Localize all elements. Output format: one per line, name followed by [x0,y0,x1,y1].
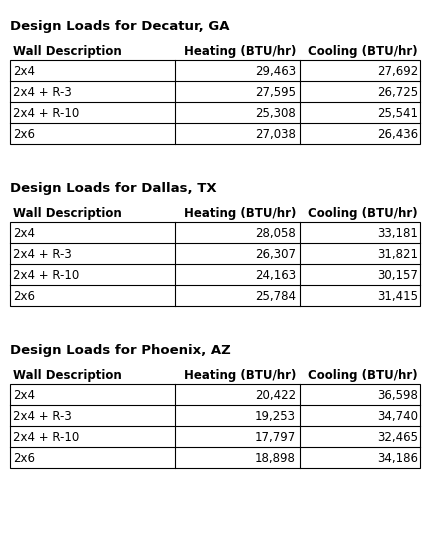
Text: 2x4 + R-10: 2x4 + R-10 [13,269,79,282]
Text: 34,186: 34,186 [377,452,418,465]
Text: 18,898: 18,898 [255,452,296,465]
Text: Cooling (BTU/hr): Cooling (BTU/hr) [308,369,418,383]
Text: 28,058: 28,058 [255,227,296,240]
Text: Design Loads for Phoenix, AZ: Design Loads for Phoenix, AZ [10,344,231,357]
Text: 26,436: 26,436 [377,128,418,141]
Text: 29,463: 29,463 [255,65,296,78]
Text: 2x6: 2x6 [13,128,35,141]
Text: Cooling (BTU/hr): Cooling (BTU/hr) [308,207,418,221]
Text: 2x6: 2x6 [13,452,35,465]
Text: 27,038: 27,038 [255,128,296,141]
Text: 31,821: 31,821 [377,248,418,261]
Text: 2x4 + R-3: 2x4 + R-3 [13,86,72,99]
Text: Heating (BTU/hr): Heating (BTU/hr) [184,207,296,221]
Text: 2x4 + R-3: 2x4 + R-3 [13,248,72,261]
Text: 34,740: 34,740 [377,410,418,423]
Text: 26,307: 26,307 [255,248,296,261]
Text: 2x4: 2x4 [13,65,35,78]
Text: 33,181: 33,181 [377,227,418,240]
Text: 2x4 + R-10: 2x4 + R-10 [13,107,79,120]
Text: 25,784: 25,784 [255,290,296,303]
Text: 25,308: 25,308 [255,107,296,120]
Text: 19,253: 19,253 [255,410,296,423]
Text: 32,465: 32,465 [377,431,418,444]
Text: 2x4: 2x4 [13,227,35,240]
Text: 31,415: 31,415 [377,290,418,303]
Text: 17,797: 17,797 [255,431,296,444]
Text: 2x4 + R-10: 2x4 + R-10 [13,431,79,444]
Bar [10,60,420,144]
Text: Design Loads for Decatur, GA: Design Loads for Decatur, GA [10,20,229,33]
Text: 2x6: 2x6 [13,290,35,303]
Text: Cooling (BTU/hr): Cooling (BTU/hr) [308,45,418,59]
Text: 26,725: 26,725 [377,86,418,99]
Bar [10,384,420,468]
Text: 24,163: 24,163 [255,269,296,282]
Text: Heating (BTU/hr): Heating (BTU/hr) [184,45,296,59]
Text: Wall Description: Wall Description [13,45,122,59]
Text: Wall Description: Wall Description [13,207,122,221]
Text: 25,541: 25,541 [377,107,418,120]
Text: 36,598: 36,598 [377,389,418,402]
Text: Design Loads for Dallas, TX: Design Loads for Dallas, TX [10,182,216,195]
Text: 2x4: 2x4 [13,389,35,402]
Text: 27,595: 27,595 [255,86,296,99]
Text: 2x4 + R-3: 2x4 + R-3 [13,410,72,423]
Text: 30,157: 30,157 [377,269,418,282]
Text: 27,692: 27,692 [377,65,418,78]
Text: Wall Description: Wall Description [13,369,122,383]
Bar [10,222,420,306]
Text: 20,422: 20,422 [255,389,296,402]
Text: Heating (BTU/hr): Heating (BTU/hr) [184,369,296,383]
